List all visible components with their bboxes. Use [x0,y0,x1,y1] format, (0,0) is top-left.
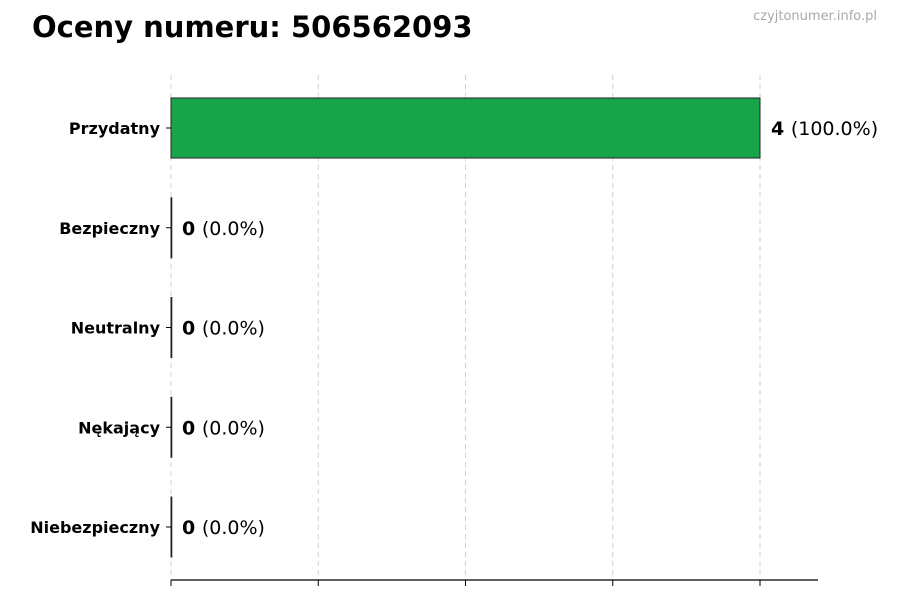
data-label: 0 (0.0%) [182,318,265,340]
data-label: 0 (0.0%) [182,517,265,539]
bar [170,197,173,259]
percent-label: (0.0%) [202,517,265,539]
category-label: Bezpieczny [59,219,160,238]
bar [170,97,761,159]
percent-label: (0.0%) [202,417,265,439]
bar [170,297,173,358]
value-label: 0 [182,318,202,340]
value-label: 0 [182,517,202,539]
percent-label: (100.0%) [791,118,878,140]
data-label: 0 (0.0%) [182,417,265,439]
bar [170,496,173,558]
category-label: Nękający [78,418,160,437]
category-label: Przydatny [69,119,161,138]
value-label: 4 [771,118,791,140]
percent-label: (0.0%) [202,318,265,340]
data-label: 4 (100.0%) [771,118,878,140]
watermark: czyjtonumer.info.pl [753,9,877,24]
value-label: 0 [182,417,202,439]
data-label: 0 (0.0%) [182,218,265,240]
category-label: Niebezpieczny [30,518,160,537]
chart-title: Oceny numeru: 506562093 [32,10,473,44]
value-label: 0 [182,218,202,240]
bar [170,396,173,458]
category-label: Neutralny [71,319,161,338]
percent-label: (0.0%) [202,218,265,240]
